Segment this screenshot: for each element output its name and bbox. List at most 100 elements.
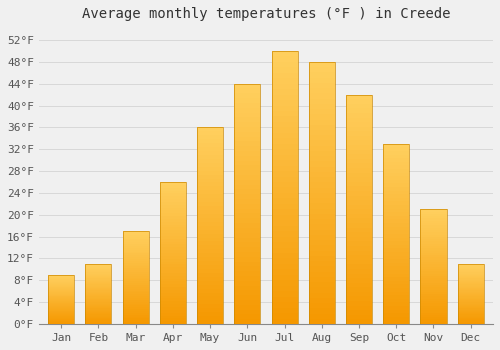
Bar bbox=[197, 167, 223, 171]
Bar bbox=[383, 176, 409, 180]
Bar bbox=[383, 281, 409, 284]
Bar bbox=[458, 289, 483, 290]
Bar bbox=[308, 198, 335, 203]
Bar bbox=[122, 283, 148, 285]
Bar bbox=[197, 226, 223, 230]
Bar bbox=[308, 99, 335, 104]
Bar bbox=[383, 183, 409, 187]
Bar bbox=[234, 127, 260, 132]
Bar bbox=[420, 317, 446, 320]
Bar bbox=[383, 306, 409, 310]
Bar bbox=[160, 216, 186, 219]
Bar bbox=[234, 252, 260, 257]
Bar bbox=[420, 310, 446, 313]
Bar bbox=[383, 299, 409, 302]
Bar bbox=[308, 119, 335, 125]
Bar bbox=[122, 253, 148, 255]
Bar bbox=[48, 306, 74, 307]
Bar bbox=[48, 279, 74, 280]
Bar bbox=[272, 209, 297, 215]
Bar bbox=[234, 218, 260, 223]
Bar bbox=[383, 155, 409, 158]
Bar bbox=[272, 149, 297, 155]
Bar bbox=[420, 299, 446, 301]
Bar bbox=[383, 158, 409, 162]
Bar bbox=[122, 279, 148, 281]
Bar bbox=[197, 289, 223, 293]
Bar bbox=[458, 314, 483, 316]
Bar bbox=[86, 289, 112, 290]
Bar bbox=[308, 308, 335, 314]
Bar bbox=[272, 138, 297, 144]
Bar bbox=[197, 210, 223, 214]
Bar bbox=[346, 145, 372, 150]
Bar bbox=[122, 289, 148, 290]
Bar bbox=[160, 253, 186, 256]
Bar bbox=[346, 251, 372, 255]
Bar bbox=[383, 194, 409, 198]
Bar bbox=[48, 309, 74, 310]
Bar bbox=[308, 161, 335, 167]
Bar bbox=[197, 233, 223, 238]
Bar bbox=[197, 151, 223, 155]
Bar bbox=[48, 293, 74, 294]
Bar bbox=[197, 178, 223, 182]
Bar bbox=[160, 307, 186, 310]
Bar bbox=[458, 298, 483, 299]
Bar bbox=[458, 267, 483, 269]
Bar bbox=[86, 316, 112, 317]
Bar bbox=[86, 307, 112, 308]
Bar bbox=[272, 297, 297, 302]
Bar bbox=[86, 274, 112, 275]
Bar bbox=[86, 323, 112, 324]
Bar bbox=[383, 144, 409, 147]
Bar bbox=[458, 296, 483, 298]
Bar bbox=[346, 306, 372, 310]
Bar bbox=[197, 139, 223, 143]
Bar bbox=[272, 193, 297, 198]
Bar bbox=[48, 296, 74, 298]
Bar bbox=[420, 228, 446, 230]
Bar bbox=[86, 286, 112, 287]
Bar bbox=[308, 214, 335, 219]
Bar bbox=[346, 283, 372, 287]
Bar bbox=[346, 269, 372, 274]
Bar bbox=[86, 300, 112, 301]
Bar bbox=[48, 282, 74, 283]
Bar bbox=[234, 290, 260, 295]
Bar bbox=[197, 214, 223, 218]
Bar bbox=[48, 321, 74, 322]
Bar bbox=[272, 133, 297, 138]
Bar bbox=[346, 278, 372, 283]
Bar bbox=[48, 284, 74, 285]
Bar bbox=[272, 106, 297, 111]
Bar bbox=[160, 318, 186, 321]
Bar bbox=[458, 318, 483, 319]
Bar bbox=[122, 231, 148, 233]
Bar bbox=[420, 244, 446, 246]
Bar bbox=[234, 89, 260, 93]
Bar bbox=[197, 182, 223, 186]
Bar bbox=[272, 204, 297, 209]
Bar bbox=[383, 256, 409, 259]
Bar bbox=[383, 310, 409, 313]
Bar bbox=[48, 299, 74, 300]
Bar bbox=[86, 299, 112, 300]
Bar bbox=[48, 322, 74, 323]
Bar bbox=[160, 287, 186, 290]
Bar bbox=[122, 294, 148, 296]
Bar bbox=[197, 202, 223, 206]
Bar bbox=[234, 242, 260, 247]
Bar bbox=[272, 247, 297, 253]
Bar bbox=[197, 269, 223, 273]
Bar bbox=[197, 241, 223, 245]
Bar bbox=[346, 186, 372, 191]
Bar bbox=[234, 310, 260, 314]
Bar bbox=[160, 199, 186, 202]
Bar bbox=[308, 83, 335, 88]
Bar bbox=[458, 308, 483, 310]
Bar bbox=[160, 321, 186, 324]
Bar bbox=[420, 216, 446, 218]
Bar bbox=[458, 284, 483, 286]
Bar bbox=[420, 264, 446, 267]
